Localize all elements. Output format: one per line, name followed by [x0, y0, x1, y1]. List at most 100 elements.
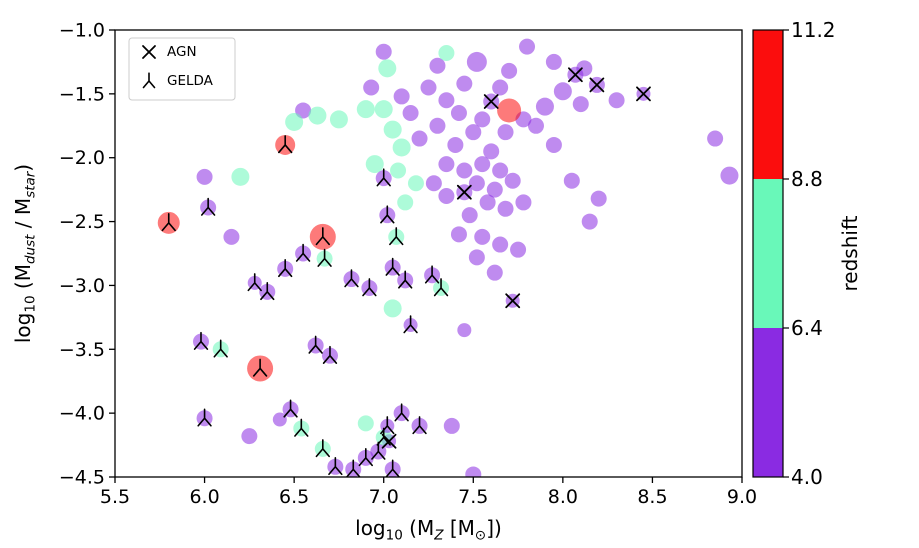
data-point — [563, 172, 580, 189]
x-tick-label: 9.0 — [727, 486, 757, 508]
x-tick-label: 8.5 — [637, 486, 667, 508]
gelda-tri-marker — [283, 399, 298, 418]
gelda-tri-marker — [385, 257, 400, 276]
data-point — [545, 136, 562, 153]
data-point — [450, 226, 467, 243]
data-point — [720, 166, 739, 185]
data-point — [707, 130, 724, 147]
data-point — [572, 96, 589, 113]
data-point — [474, 111, 491, 128]
data-point — [468, 249, 485, 266]
gelda-tri-marker — [380, 205, 395, 224]
gelda-tri-marker — [358, 448, 373, 467]
data-point — [474, 156, 491, 173]
data-point — [438, 92, 455, 109]
gelda-tri-marker — [197, 408, 212, 427]
gelda-tri-marker — [315, 439, 330, 458]
gelda-tri-marker — [344, 269, 359, 288]
colorbar: 4.0 6.4 8.8 11.2 redshift — [752, 18, 862, 489]
data-point — [501, 62, 518, 79]
gelda-tri-marker — [362, 278, 377, 297]
data-point — [515, 194, 532, 211]
data-point — [576, 60, 593, 77]
data-point — [474, 228, 491, 245]
x-tick-label: 7.5 — [458, 486, 488, 508]
data-point — [383, 120, 402, 139]
colorbar-outline — [752, 29, 784, 478]
legend-label-gelda: GELDA — [167, 73, 214, 89]
data-point — [447, 136, 464, 153]
gelda-tri-marker — [433, 278, 449, 297]
gelda-tri-marker — [247, 273, 262, 292]
colorbar-tick-label: 6.4 — [791, 316, 823, 340]
data-point — [223, 228, 240, 245]
agn-x-marker — [142, 45, 156, 59]
data-point — [457, 323, 472, 338]
agn-x-marker — [589, 77, 605, 93]
points-layer — [157, 38, 739, 477]
data-point — [429, 57, 446, 74]
data-point — [363, 79, 380, 96]
data-point — [497, 200, 514, 217]
y-tick-label: −1.0 — [59, 20, 105, 42]
legend-label-agn: AGN — [167, 44, 197, 60]
data-point — [510, 241, 527, 258]
gelda-tri-marker — [252, 358, 268, 377]
data-point — [196, 168, 213, 185]
agn-x-marker — [636, 86, 651, 102]
agn-x-marker — [381, 433, 397, 449]
y-tick-label: −4.5 — [59, 467, 105, 489]
data-point — [465, 124, 482, 141]
x-axis-title: log10 (MZ [M⊙]) — [355, 516, 502, 544]
colorbar-segment — [753, 328, 783, 477]
data-point — [438, 188, 455, 205]
data-point — [356, 100, 375, 119]
data-point — [438, 156, 455, 173]
data-point — [272, 412, 287, 427]
x-tick-label: 8.0 — [548, 486, 578, 508]
gelda-tri-marker — [424, 265, 440, 284]
y-tick-label: −2.0 — [59, 147, 105, 169]
gelda-tri-marker — [394, 403, 409, 422]
y-tick-label: −4.0 — [59, 403, 105, 425]
gelda-tri-marker — [260, 282, 275, 301]
data-point — [468, 175, 485, 192]
data-point — [425, 175, 442, 192]
data-point — [545, 53, 562, 70]
data-point — [383, 299, 402, 318]
data-point — [420, 79, 437, 96]
plot-area — [114, 29, 743, 478]
x-tick-label: 6.5 — [279, 486, 309, 508]
data-point — [390, 162, 407, 179]
gelda-tri-marker — [278, 135, 293, 154]
colorbar-title: redshift — [838, 215, 862, 291]
y-axis-title: log10 (Mdust / Mstar) — [11, 164, 39, 343]
data-point — [461, 207, 478, 224]
data-point — [329, 110, 348, 129]
gelda-tri-marker — [398, 270, 413, 289]
data-point — [483, 143, 500, 160]
data-point — [535, 97, 554, 116]
data-point — [553, 82, 572, 101]
data-point — [608, 92, 625, 109]
gelda-tri-marker — [308, 335, 323, 354]
colorbar-tick-label: 4.0 — [791, 465, 823, 489]
legend: AGN GELDA — [128, 37, 236, 101]
data-point — [365, 155, 384, 174]
data-point — [241, 428, 258, 445]
gelda-tri-marker — [389, 227, 404, 246]
data-point — [231, 167, 250, 186]
data-point — [392, 138, 411, 157]
gelda-tri-marker — [322, 345, 338, 364]
data-point — [450, 105, 467, 122]
gelda-tri-marker — [200, 197, 216, 216]
data-point — [407, 175, 424, 192]
gelda-tri-marker — [278, 259, 293, 278]
gelda-tri-marker — [317, 248, 332, 267]
gelda-tri-marker — [328, 456, 343, 476]
markers-layer — [161, 67, 651, 477]
data-point — [308, 106, 327, 125]
data-point — [429, 117, 446, 134]
colorbar-segment — [753, 30, 783, 179]
